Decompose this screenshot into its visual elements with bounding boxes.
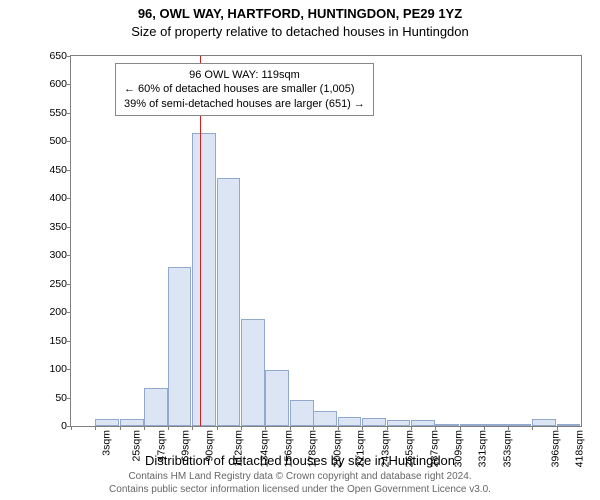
bar (217, 178, 241, 426)
footer: Contains HM Land Registry data © Crown c… (0, 471, 600, 496)
x-tick-mark (290, 426, 291, 430)
bar (338, 417, 362, 426)
x-tick-mark (241, 426, 242, 430)
bar (241, 319, 265, 426)
bar (387, 420, 411, 426)
x-tick-mark (460, 426, 461, 430)
y-tick-mark (67, 284, 71, 285)
footer-line1: Contains HM Land Registry data © Crown c… (0, 471, 600, 484)
y-tick-label: 0 (61, 420, 67, 432)
y-tick-label: 100 (49, 363, 67, 375)
x-tick-mark (192, 426, 193, 430)
bar (95, 419, 119, 426)
y-tick-label: 150 (49, 335, 67, 347)
info-box-line2: ← 60% of detached houses are smaller (1,… (124, 82, 365, 96)
y-tick-mark (67, 198, 71, 199)
y-tick-mark (67, 341, 71, 342)
bar (484, 424, 508, 426)
bar (265, 370, 289, 426)
x-tick-mark (265, 426, 266, 430)
y-tick-label: 650 (49, 50, 67, 62)
bar (435, 424, 459, 426)
bar (120, 419, 144, 426)
x-tick-label: 3sqm (101, 430, 113, 456)
x-tick-mark (387, 426, 388, 430)
x-tick-mark (144, 426, 145, 430)
x-axis-label: Distribution of detached houses by size … (0, 453, 600, 468)
chart-subtitle: Size of property relative to detached ho… (0, 24, 600, 39)
y-tick-mark (67, 113, 71, 114)
bar (144, 388, 168, 426)
y-tick-mark (67, 84, 71, 85)
bar (192, 133, 216, 426)
bar (508, 424, 532, 426)
x-tick-mark (484, 426, 485, 430)
bar (362, 418, 386, 426)
y-tick-mark (67, 170, 71, 171)
bar (290, 400, 314, 426)
y-tick-mark (67, 312, 71, 313)
y-tick-label: 600 (49, 78, 67, 90)
bar (557, 424, 581, 426)
x-tick-mark (338, 426, 339, 430)
x-tick-mark (508, 426, 509, 430)
x-tick-mark (362, 426, 363, 430)
x-tick-mark (411, 426, 412, 430)
bar (411, 420, 435, 426)
info-box-line1: 96 OWL WAY: 119sqm (124, 68, 365, 82)
bar (460, 424, 484, 426)
x-tick-mark (313, 426, 314, 430)
y-tick-label: 250 (49, 278, 67, 290)
y-tick-mark (67, 141, 71, 142)
footer-line2: Contains public sector information licen… (0, 484, 600, 497)
x-tick-mark (120, 426, 121, 430)
y-tick-label: 550 (49, 107, 67, 119)
bar (313, 411, 337, 426)
bar (168, 267, 192, 426)
y-tick-label: 500 (49, 135, 67, 147)
y-tick-mark (67, 227, 71, 228)
y-tick-label: 400 (49, 192, 67, 204)
x-tick-mark (71, 426, 72, 430)
x-tick-mark (557, 426, 558, 430)
y-tick-label: 200 (49, 306, 67, 318)
y-tick-mark (67, 255, 71, 256)
chart-title: 96, OWL WAY, HARTFORD, HUNTINGDON, PE29 … (0, 6, 600, 21)
y-tick-label: 300 (49, 249, 67, 261)
y-tick-mark (67, 56, 71, 57)
x-tick-mark (168, 426, 169, 430)
x-tick-mark (532, 426, 533, 430)
x-tick-mark (217, 426, 218, 430)
plot-area: 96 OWL WAY: 119sqm ← 60% of detached hou… (70, 55, 582, 427)
x-tick-mark (95, 426, 96, 430)
info-box-line3: 39% of semi-detached houses are larger (… (124, 97, 365, 111)
x-tick-mark (435, 426, 436, 430)
bar (532, 419, 556, 426)
y-tick-label: 50 (55, 392, 67, 404)
info-box: 96 OWL WAY: 119sqm ← 60% of detached hou… (115, 63, 374, 116)
y-tick-label: 450 (49, 164, 67, 176)
y-tick-mark (67, 398, 71, 399)
y-tick-label: 350 (49, 221, 67, 233)
y-tick-mark (67, 369, 71, 370)
